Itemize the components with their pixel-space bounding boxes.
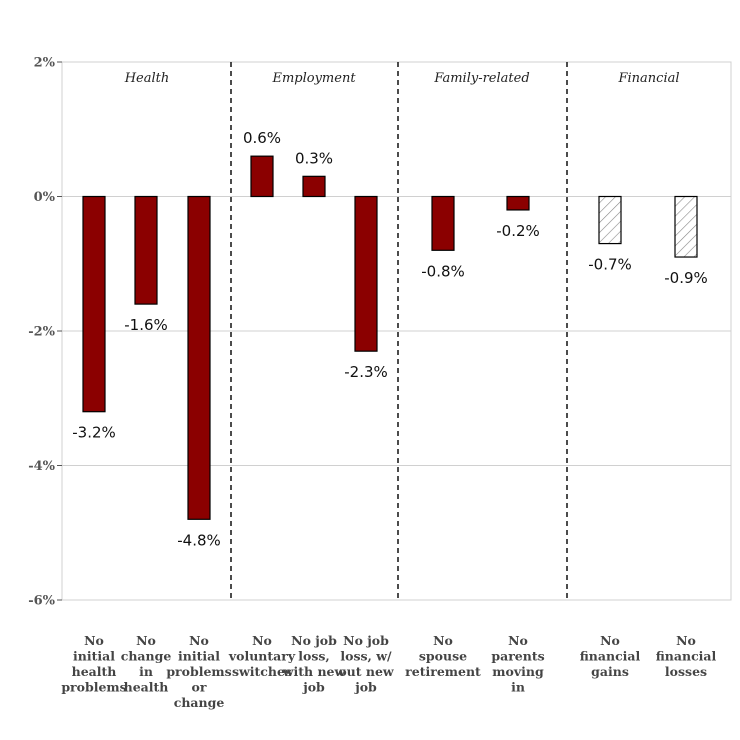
category-label-line: health [124,680,169,695]
category-label-line: out new [338,664,395,679]
bar [250,155,274,198]
category-label-line: losses [665,664,707,679]
y-tick-label: 0% [34,190,56,205]
bar [506,195,530,211]
category-label-line: job [354,680,377,695]
category-label: No job loss, w/out new job [338,633,395,695]
group-label: Family-related [433,71,529,86]
bar [354,195,378,352]
category-label-line: No [508,633,528,648]
group-label: Employment [271,71,356,86]
bar [82,195,106,413]
category-label-line: No [676,633,696,648]
category-label-line: with new [282,664,347,679]
data-label: -2.3% [344,363,388,381]
category-label-line: financial [580,649,641,664]
data-label: -3.2% [72,424,116,442]
data-label: -0.9% [664,269,708,287]
category-label: No parents moving in [491,633,544,695]
category-label-line: loss, [298,649,330,664]
category-label-line: or [192,680,207,695]
category-label: No job loss, with new job [282,633,347,695]
category-label-line: financial [656,649,717,664]
category-label-line: parents [491,649,544,664]
category-label-line: in [139,664,153,679]
category-label-line: problems [61,680,126,695]
category-label-line: job [302,680,325,695]
category-label: No financial gains [580,633,641,679]
category-label-line: switches [232,664,292,679]
category-label-line: change [174,695,225,710]
category-label-line: No job [343,633,389,648]
category-label-line: No [136,633,156,648]
category-label-line: No job [291,633,337,648]
data-label: -0.2% [496,222,540,240]
data-label: -0.7% [588,256,632,274]
bar [431,195,455,251]
group-label: Financial [617,71,679,86]
category-label: No initial health problems [61,633,126,695]
category-label: No change in health [121,633,172,695]
category-label-line: initial [73,649,115,664]
category-label-line: No [433,633,453,648]
category-label-line: voluntary [228,649,296,664]
data-label: 0.3% [295,149,333,167]
category-label: No spouse retirement [405,633,481,679]
category-label-line: No [189,633,209,648]
category-label-line: gains [591,664,629,679]
y-tick-label: -2% [28,325,55,340]
category-label-line: health [72,664,117,679]
category-label-line: in [511,680,525,695]
category-label-line: moving [492,664,544,679]
category-label: No initial problems or change [166,633,231,710]
category-label-line: problems [166,664,231,679]
bar [134,195,158,305]
category-label: No financial losses [656,633,717,679]
data-label: -0.8% [421,262,465,280]
category-label-line: retirement [405,664,481,679]
category-label-line: No [84,633,104,648]
category-label-line: spouse [419,649,467,664]
data-label: -4.8% [177,531,221,549]
bar [187,195,211,520]
category-label-line: No [252,633,272,648]
bar [674,195,698,258]
data-label: -1.6% [124,316,168,334]
y-tick-label: 2% [34,56,56,71]
bar [302,175,326,198]
y-tick-label: -4% [28,459,55,474]
category-label-line: loss, w/ [340,649,392,664]
category-label-line: No [600,633,620,648]
category-label: No voluntary switches [228,633,296,679]
category-label-line: change [121,649,172,664]
category-label-line: initial [178,649,220,664]
bar [598,195,622,245]
data-label: 0.6% [243,129,281,147]
group-label: Health [124,71,170,86]
y-tick-label: -6% [28,594,55,609]
